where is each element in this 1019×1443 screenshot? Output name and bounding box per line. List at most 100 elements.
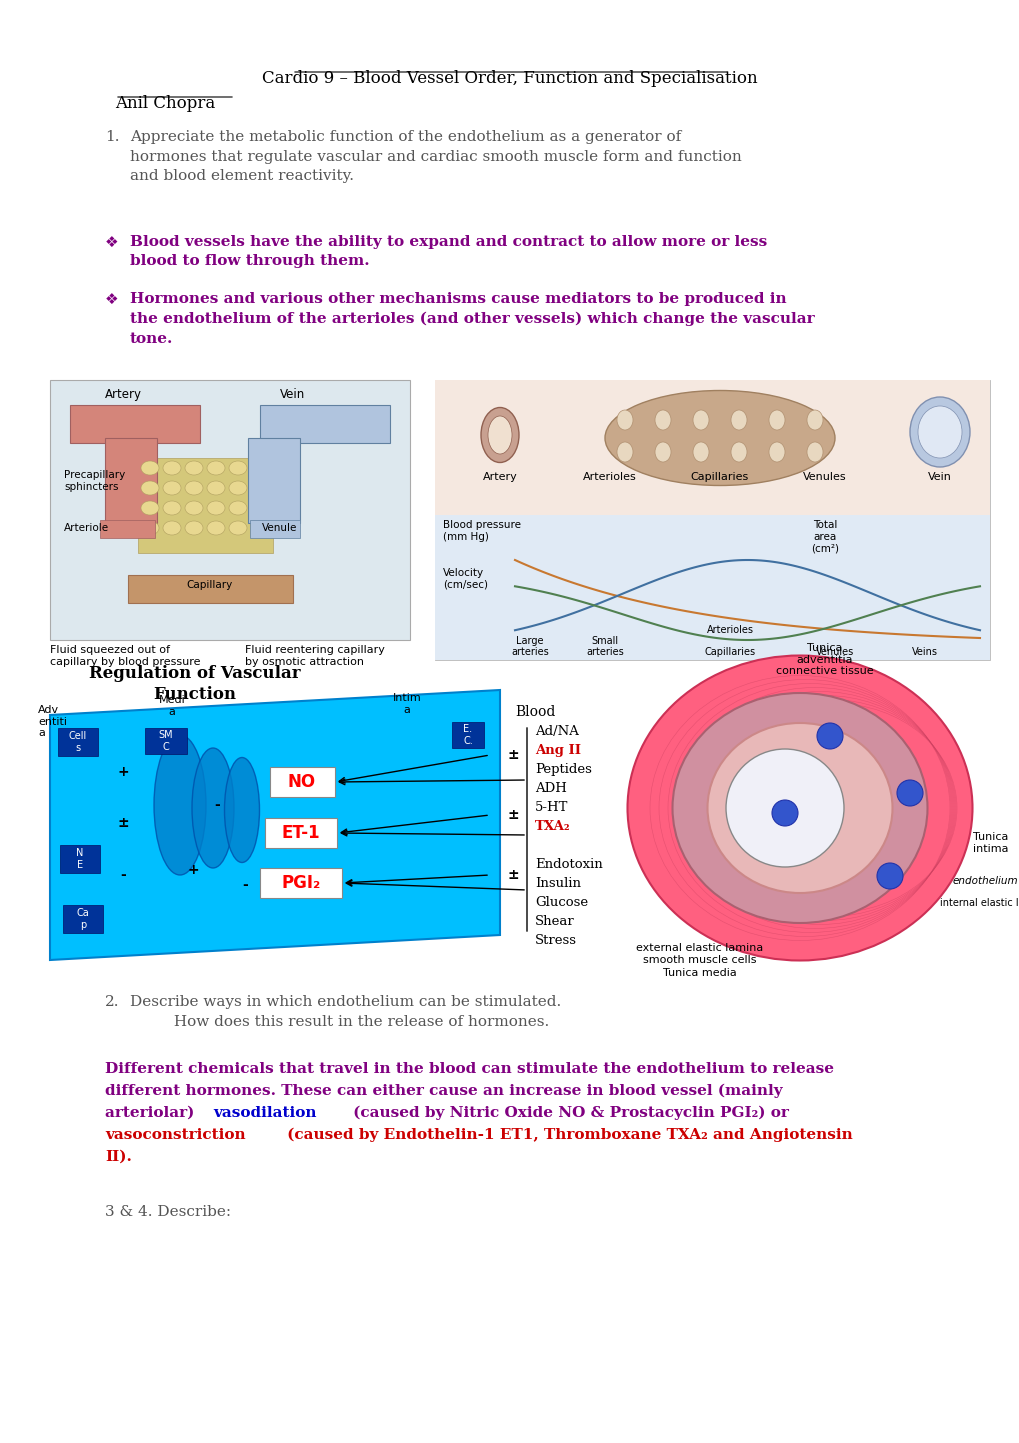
Text: Anil Chopra: Anil Chopra <box>115 95 215 113</box>
Text: Insulin: Insulin <box>535 877 581 890</box>
Text: external elastic lamina
smooth muscle cells
Tunica media: external elastic lamina smooth muscle ce… <box>636 942 763 978</box>
Bar <box>434 380 989 515</box>
Ellipse shape <box>616 410 633 430</box>
Bar <box>63 905 103 934</box>
Ellipse shape <box>654 410 671 430</box>
Ellipse shape <box>672 693 926 924</box>
Text: ET-1: ET-1 <box>281 824 320 843</box>
Ellipse shape <box>487 416 512 455</box>
Text: Arterioles

Capillaries: Arterioles Capillaries <box>704 625 755 657</box>
Text: II).: II). <box>105 1150 131 1165</box>
Text: Peptides: Peptides <box>535 763 591 776</box>
Ellipse shape <box>207 521 225 535</box>
Text: Shear: Shear <box>535 915 574 928</box>
Text: Ang II: Ang II <box>535 745 581 758</box>
Text: Adv
entiti
a: Adv entiti a <box>38 706 67 739</box>
Ellipse shape <box>229 481 247 495</box>
Bar <box>50 380 410 641</box>
Ellipse shape <box>731 410 746 430</box>
Bar <box>248 439 300 522</box>
Text: Venules: Venules <box>815 646 853 657</box>
Text: Appreciate the metabolic function of the endothelium as a generator of
hormones : Appreciate the metabolic function of the… <box>129 130 741 183</box>
Ellipse shape <box>229 501 247 515</box>
Text: Fluid reentering capillary
by osmotic attraction: Fluid reentering capillary by osmotic at… <box>245 645 384 668</box>
Ellipse shape <box>909 397 969 468</box>
Text: Describe ways in which endothelium can be stimulated.
         How does this res: Describe ways in which endothelium can b… <box>129 996 560 1029</box>
Ellipse shape <box>141 460 159 475</box>
Bar <box>451 722 484 747</box>
Text: Venule: Venule <box>262 522 298 532</box>
Bar <box>260 405 389 443</box>
Text: TXA₂: TXA₂ <box>535 820 570 833</box>
Text: Medi
a: Medi a <box>159 696 185 717</box>
Ellipse shape <box>627 655 971 961</box>
Text: 5-HT: 5-HT <box>535 801 568 814</box>
Ellipse shape <box>207 460 225 475</box>
Ellipse shape <box>229 521 247 535</box>
Text: Arterioles: Arterioles <box>583 472 636 482</box>
Text: ±: ± <box>507 869 519 882</box>
Text: internal elastic lamina: internal elastic lamina <box>940 898 1019 908</box>
Text: PGI₂: PGI₂ <box>281 874 320 892</box>
Text: 1.: 1. <box>105 130 119 144</box>
Circle shape <box>816 723 842 749</box>
Text: -: - <box>242 877 248 892</box>
Text: Glucose: Glucose <box>535 896 588 909</box>
Ellipse shape <box>141 501 159 515</box>
Ellipse shape <box>726 749 843 867</box>
Text: ❖: ❖ <box>105 235 118 250</box>
Ellipse shape <box>229 460 247 475</box>
Text: Different chemicals that travel in the blood can stimulate the endothelium to re: Different chemicals that travel in the b… <box>105 1062 834 1076</box>
Text: Veins: Veins <box>911 646 937 657</box>
Ellipse shape <box>654 442 671 462</box>
Ellipse shape <box>163 501 180 515</box>
Text: Blood pressure
(mm Hg): Blood pressure (mm Hg) <box>442 519 521 541</box>
Text: ±: ± <box>117 815 128 830</box>
Text: ±: ± <box>507 808 519 823</box>
Text: ❖: ❖ <box>105 291 118 307</box>
Text: Tunica
adventitia
connective tissue: Tunica adventitia connective tissue <box>775 644 873 677</box>
Ellipse shape <box>141 521 159 535</box>
Bar <box>127 574 292 603</box>
Ellipse shape <box>207 481 225 495</box>
Text: Ad/NA: Ad/NA <box>535 724 579 737</box>
Ellipse shape <box>141 481 159 495</box>
Text: Ca
p: Ca p <box>76 908 90 929</box>
Text: Tunica
intima: Tunica intima <box>972 833 1008 854</box>
Text: Stress: Stress <box>535 934 577 947</box>
Text: Velocity
(cm/sec): Velocity (cm/sec) <box>442 569 487 590</box>
Ellipse shape <box>154 734 206 874</box>
Bar <box>260 869 341 898</box>
Ellipse shape <box>917 405 961 457</box>
Bar <box>270 768 334 797</box>
Bar <box>265 818 336 848</box>
Text: Blood: Blood <box>515 706 554 719</box>
Text: 3 & 4. Describe:: 3 & 4. Describe: <box>105 1205 231 1219</box>
Circle shape <box>771 799 797 825</box>
Text: Regulation of Vascular
Function: Regulation of Vascular Function <box>89 665 301 703</box>
Text: NO: NO <box>287 773 316 791</box>
Text: 2.: 2. <box>105 996 119 1009</box>
Text: SM
C: SM C <box>159 730 173 752</box>
Bar <box>105 439 157 522</box>
Bar <box>434 515 989 659</box>
Text: ADH: ADH <box>535 782 567 795</box>
Ellipse shape <box>192 747 233 869</box>
Text: Total
area
(cm²): Total area (cm²) <box>810 519 839 553</box>
Text: Capillary: Capillary <box>186 580 233 590</box>
Text: Blood vessels have the ability to expand and contract to allow more or less
bloo: Blood vessels have the ability to expand… <box>129 235 766 268</box>
Text: ±: ± <box>507 747 519 762</box>
Text: E.
C.: E. C. <box>463 724 473 746</box>
Ellipse shape <box>184 521 203 535</box>
Ellipse shape <box>184 501 203 515</box>
Text: (caused by Endothelin-1 ET1, Thromboxane TXA₂ and Angiotensin: (caused by Endothelin-1 ET1, Thromboxane… <box>281 1128 852 1143</box>
Bar <box>250 519 300 538</box>
Ellipse shape <box>224 758 259 863</box>
Text: -: - <box>120 869 125 882</box>
Ellipse shape <box>184 460 203 475</box>
Text: Large
arteries: Large arteries <box>511 636 548 657</box>
Circle shape <box>896 781 922 807</box>
Circle shape <box>876 863 902 889</box>
Ellipse shape <box>616 442 633 462</box>
Text: Fluid squeezed out of
capillary by blood pressure: Fluid squeezed out of capillary by blood… <box>50 645 201 668</box>
